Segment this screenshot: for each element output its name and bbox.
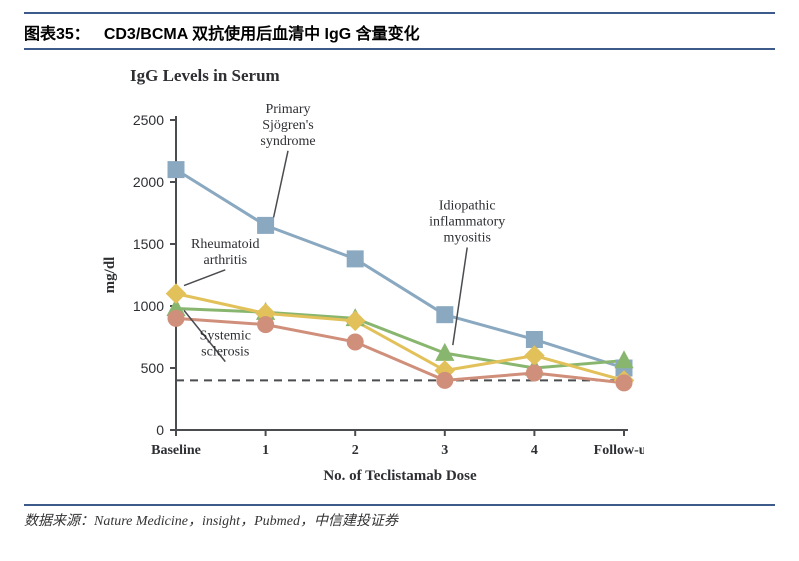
series-label: arthritis <box>204 253 248 268</box>
series-label: Idiopathic <box>439 199 496 214</box>
x-tick-label: Follow-up <box>594 443 644 458</box>
marker-circle <box>437 372 453 388</box>
x-axis-label: No. of Teclistamab Dose <box>323 468 477 484</box>
marker-circle <box>616 375 632 391</box>
y-tick-label: 2000 <box>133 174 164 190</box>
series-label: inflammatory <box>429 215 505 230</box>
source-prefix: 数据来源： <box>24 514 94 529</box>
y-axis-label: mg/dl <box>102 257 118 294</box>
series-label: syndrome <box>260 134 315 149</box>
figure-title: CD3/BCMA 双抗使用后血清中 IgG 含量变化 <box>104 20 420 44</box>
x-tick-label: 3 <box>441 443 448 458</box>
marker-square <box>347 251 363 267</box>
x-tick-label: 4 <box>531 443 538 458</box>
marker-diamond <box>525 346 544 365</box>
series-label: Primary <box>265 102 310 117</box>
series-label: myositis <box>443 231 490 246</box>
marker-circle <box>168 310 184 326</box>
x-tick-label: 2 <box>352 443 359 458</box>
series-label: Rheumatoid <box>191 237 259 252</box>
series-label: Systemic <box>200 329 251 344</box>
series-label: Sjögren's <box>262 118 314 133</box>
chart-title: IgG Levels in Serum <box>130 66 775 86</box>
y-tick-label: 0 <box>156 422 164 438</box>
marker-diamond <box>166 284 185 303</box>
figure-container: 图表35： CD3/BCMA 双抗使用后血清中 IgG 含量变化 IgG Lev… <box>0 0 799 538</box>
y-tick-label: 500 <box>141 360 165 376</box>
marker-square <box>526 331 542 347</box>
header-row: 图表35： CD3/BCMA 双抗使用后血清中 IgG 含量变化 <box>24 14 775 48</box>
callout-pointer <box>274 151 288 218</box>
x-tick-label: Baseline <box>151 443 201 458</box>
series-label: sclerosis <box>201 345 249 360</box>
y-tick-label: 2500 <box>133 112 164 128</box>
chart-area: IgG Levels in Serum 0 500 1000 1500 2000 2500… <box>24 50 775 504</box>
marker-diamond <box>346 311 365 330</box>
x-tick-label: 1 <box>262 443 269 458</box>
marker-circle <box>526 365 542 381</box>
marker-circle <box>347 334 363 350</box>
callout-pointer <box>453 248 467 346</box>
source-items: Nature Medicine，insight，Pubmed，中信建投证券 <box>94 514 398 529</box>
marker-square <box>437 307 453 323</box>
source-row: 数据来源：Nature Medicine，insight，Pubmed，中信建投… <box>24 506 775 530</box>
y-tick-label: 1000 <box>133 298 164 314</box>
marker-square <box>258 217 274 233</box>
marker-square <box>168 162 184 178</box>
callout-pointer <box>184 270 225 286</box>
marker-circle <box>258 317 274 333</box>
figure-label: 图表35： <box>24 20 90 44</box>
line-chart: 0 500 1000 1500 2000 2500 Baseline 1 2 3 4 Follow-u… <box>84 90 644 500</box>
y-tick-label: 1500 <box>133 236 164 252</box>
